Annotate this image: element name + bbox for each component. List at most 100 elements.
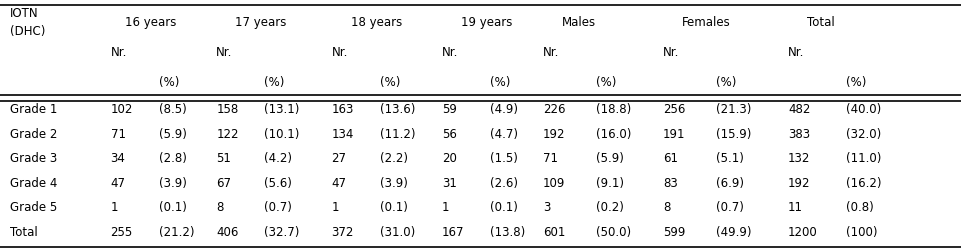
Text: Grade 5: Grade 5 — [10, 201, 57, 214]
Text: (%): (%) — [264, 76, 284, 89]
Text: 71: 71 — [111, 128, 126, 141]
Text: 59: 59 — [442, 103, 456, 116]
Text: (15.9): (15.9) — [716, 128, 752, 141]
Text: 134: 134 — [332, 128, 354, 141]
Text: (21.3): (21.3) — [716, 103, 752, 116]
Text: (DHC): (DHC) — [10, 25, 45, 38]
Text: 122: 122 — [216, 128, 238, 141]
Text: 56: 56 — [442, 128, 456, 141]
Text: (0.7): (0.7) — [264, 201, 292, 214]
Text: (0.1): (0.1) — [380, 201, 407, 214]
Text: (1.5): (1.5) — [490, 152, 518, 165]
Text: (%): (%) — [716, 76, 736, 89]
Text: 601: 601 — [543, 226, 565, 239]
Text: Nr.: Nr. — [442, 46, 458, 59]
Text: (4.9): (4.9) — [490, 103, 518, 116]
Text: 67: 67 — [216, 177, 232, 190]
Text: 372: 372 — [332, 226, 354, 239]
Text: 51: 51 — [216, 152, 231, 165]
Text: 31: 31 — [442, 177, 456, 190]
Text: Grade 3: Grade 3 — [10, 152, 57, 165]
Text: 20: 20 — [442, 152, 456, 165]
Text: 163: 163 — [332, 103, 354, 116]
Text: 83: 83 — [663, 177, 678, 190]
Text: (10.1): (10.1) — [264, 128, 300, 141]
Text: (0.1): (0.1) — [490, 201, 518, 214]
Text: (3.9): (3.9) — [380, 177, 407, 190]
Text: (%): (%) — [596, 76, 616, 89]
Text: (4.7): (4.7) — [490, 128, 518, 141]
Text: (%): (%) — [846, 76, 866, 89]
Text: (50.0): (50.0) — [596, 226, 631, 239]
Text: (13.1): (13.1) — [264, 103, 300, 116]
Text: 383: 383 — [788, 128, 810, 141]
Text: 8: 8 — [663, 201, 671, 214]
Text: 167: 167 — [442, 226, 464, 239]
Text: 17 years: 17 years — [235, 16, 286, 29]
Text: (11.0): (11.0) — [846, 152, 881, 165]
Text: 27: 27 — [332, 152, 347, 165]
Text: (5.1): (5.1) — [716, 152, 744, 165]
Text: Nr.: Nr. — [543, 46, 559, 59]
Text: 1: 1 — [111, 201, 118, 214]
Text: (16.2): (16.2) — [846, 177, 881, 190]
Text: (31.0): (31.0) — [380, 226, 415, 239]
Text: 3: 3 — [543, 201, 551, 214]
Text: (2.2): (2.2) — [380, 152, 407, 165]
Text: 226: 226 — [543, 103, 565, 116]
Text: (2.6): (2.6) — [490, 177, 518, 190]
Text: (0.2): (0.2) — [596, 201, 624, 214]
Text: 1200: 1200 — [788, 226, 818, 239]
Text: Grade 4: Grade 4 — [10, 177, 57, 190]
Text: (6.9): (6.9) — [716, 177, 744, 190]
Text: 1: 1 — [442, 201, 450, 214]
Text: 16 years: 16 years — [125, 16, 176, 29]
Text: (9.1): (9.1) — [596, 177, 624, 190]
Text: 132: 132 — [788, 152, 810, 165]
Text: (13.6): (13.6) — [380, 103, 415, 116]
Text: (40.0): (40.0) — [846, 103, 881, 116]
Text: (32.0): (32.0) — [846, 128, 881, 141]
Text: Nr.: Nr. — [332, 46, 348, 59]
Text: (0.8): (0.8) — [846, 201, 874, 214]
Text: (0.1): (0.1) — [159, 201, 186, 214]
Text: 18 years: 18 years — [351, 16, 402, 29]
Text: (5.6): (5.6) — [264, 177, 292, 190]
Text: 256: 256 — [663, 103, 685, 116]
Text: Total: Total — [10, 226, 37, 239]
Text: 19 years: 19 years — [461, 16, 512, 29]
Text: (4.2): (4.2) — [264, 152, 292, 165]
Text: 406: 406 — [216, 226, 238, 239]
Text: 102: 102 — [111, 103, 133, 116]
Text: (0.7): (0.7) — [716, 201, 744, 214]
Text: Nr.: Nr. — [663, 46, 679, 59]
Text: 255: 255 — [111, 226, 133, 239]
Text: 109: 109 — [543, 177, 565, 190]
Text: 8: 8 — [216, 201, 224, 214]
Text: 34: 34 — [111, 152, 125, 165]
Text: (%): (%) — [490, 76, 510, 89]
Text: Nr.: Nr. — [788, 46, 804, 59]
Text: 482: 482 — [788, 103, 810, 116]
Text: (5.9): (5.9) — [159, 128, 186, 141]
Text: 47: 47 — [111, 177, 126, 190]
Text: (11.2): (11.2) — [380, 128, 415, 141]
Text: 47: 47 — [332, 177, 347, 190]
Text: (3.9): (3.9) — [159, 177, 186, 190]
Text: 599: 599 — [663, 226, 685, 239]
Text: (32.7): (32.7) — [264, 226, 300, 239]
Text: Total: Total — [807, 16, 835, 29]
Text: (8.5): (8.5) — [159, 103, 186, 116]
Text: Nr.: Nr. — [216, 46, 233, 59]
Text: 11: 11 — [788, 201, 803, 214]
Text: IOTN: IOTN — [10, 7, 38, 20]
Text: (2.8): (2.8) — [159, 152, 186, 165]
Text: (100): (100) — [846, 226, 877, 239]
Text: 1: 1 — [332, 201, 339, 214]
Text: Grade 2: Grade 2 — [10, 128, 57, 141]
Text: 191: 191 — [663, 128, 685, 141]
Text: 71: 71 — [543, 152, 558, 165]
Text: (21.2): (21.2) — [159, 226, 194, 239]
Text: 192: 192 — [788, 177, 810, 190]
Text: 158: 158 — [216, 103, 238, 116]
